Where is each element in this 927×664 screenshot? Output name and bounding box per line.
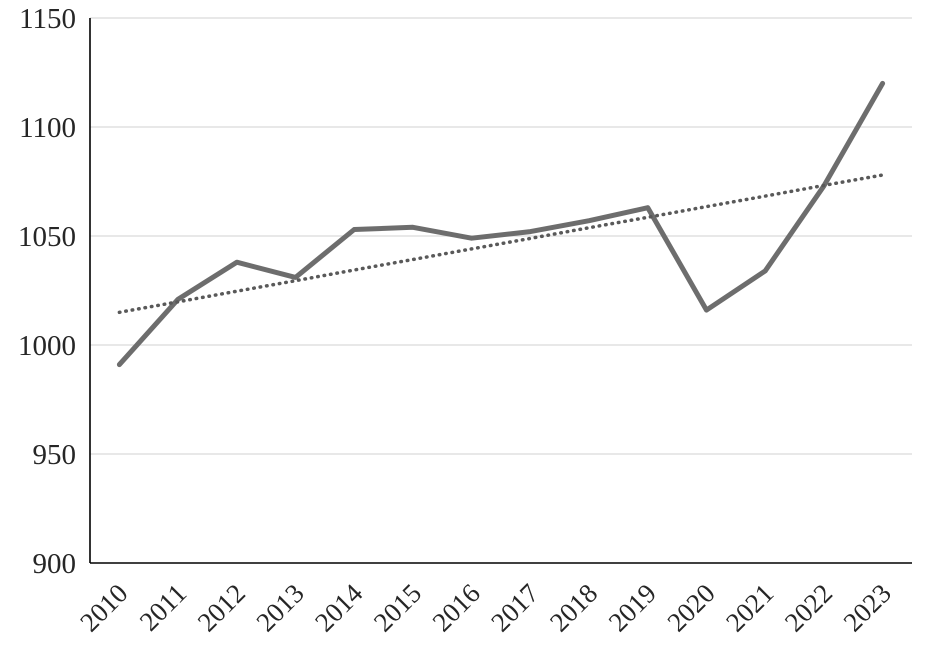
y-tick-label: 1100 [19,112,76,144]
x-tick-label: 2021 [720,578,779,637]
x-tick-label: 2011 [134,578,193,637]
x-tick-label: 2020 [661,578,720,637]
x-tick-label: 2018 [544,578,603,637]
x-tick-label: 2017 [485,578,544,637]
x-tick-label: 2019 [603,578,662,637]
x-tick-label: 2013 [250,578,309,637]
x-tick-label: 2023 [837,578,896,637]
y-tick-label: 1050 [18,221,76,253]
y-tick-label: 950 [33,439,77,471]
y-tick-label: 900 [33,548,77,580]
x-tick-label: 2010 [74,578,133,637]
series-line-annual-values [116,80,886,368]
y-tick-label: 1000 [18,330,76,362]
x-tick-label: 2022 [779,578,838,637]
x-tick-label: 2014 [309,578,369,638]
x-tick-label: 2012 [192,578,251,637]
x-tick-label: 2016 [426,578,485,637]
x-tick-label: 2015 [368,578,427,637]
series-line-linear-trend [117,173,885,315]
y-tick-label: 1150 [19,3,76,35]
